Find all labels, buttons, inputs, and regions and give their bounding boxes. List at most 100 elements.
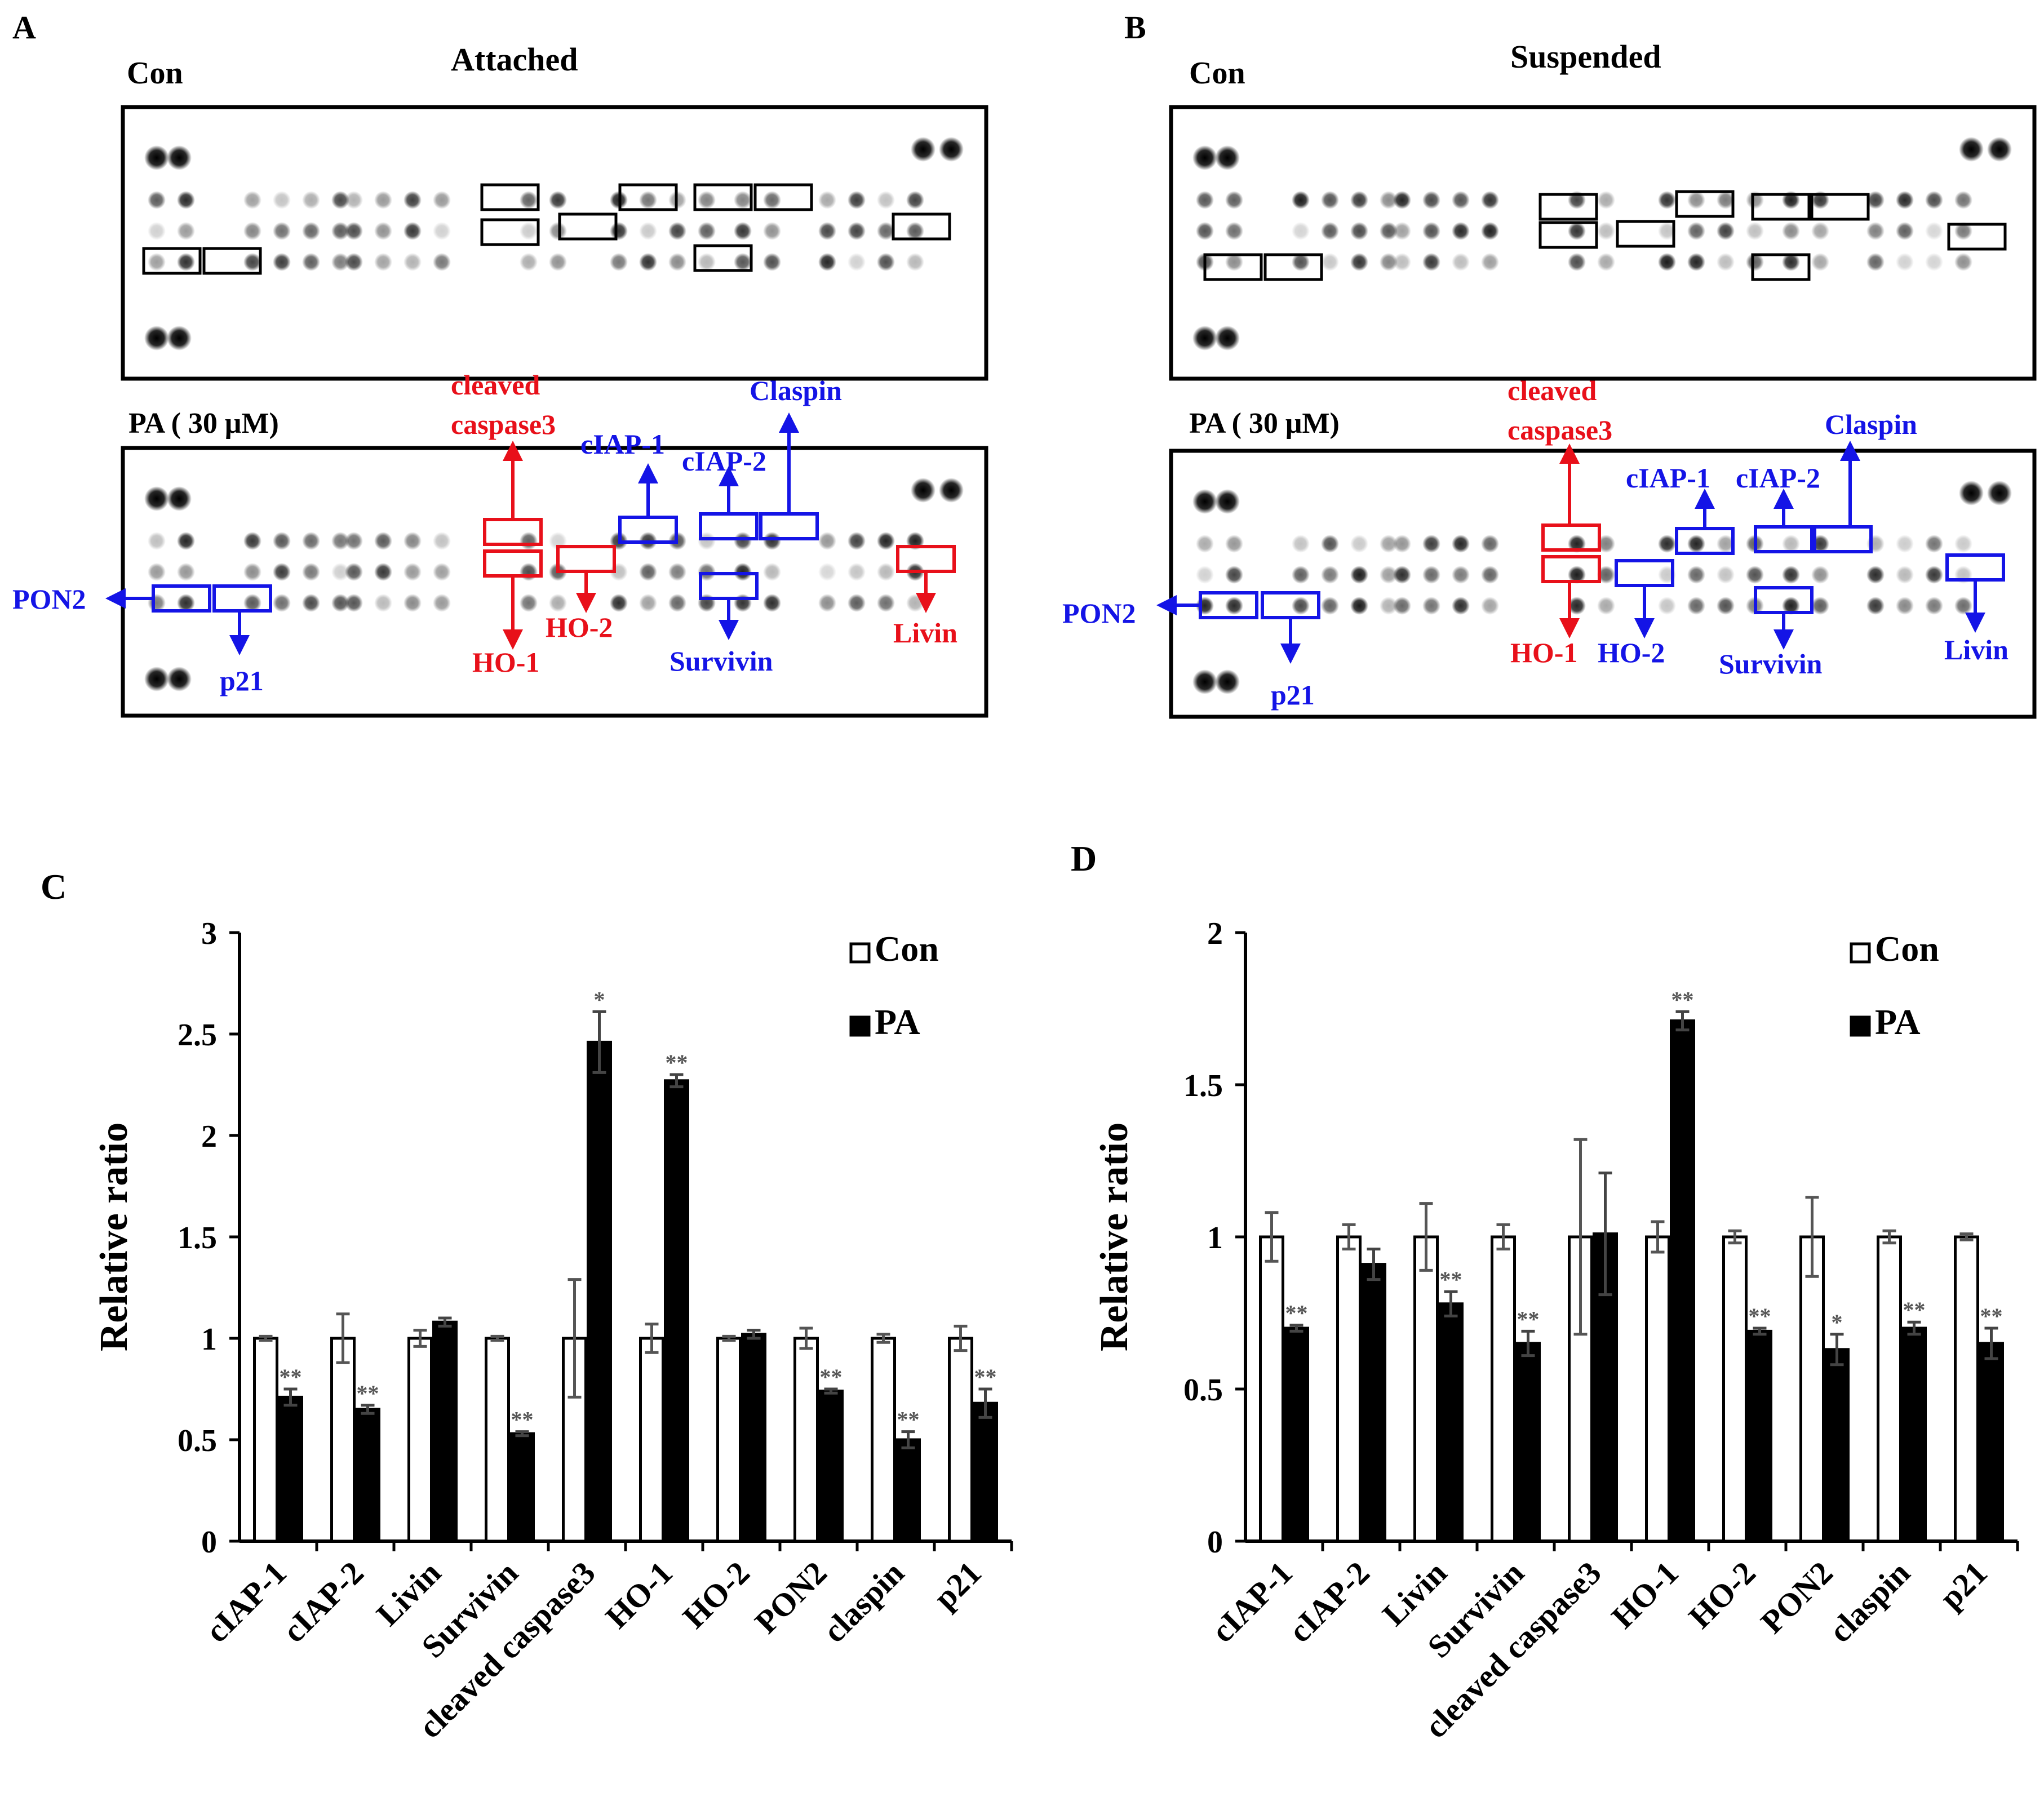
legend-label-con: Con	[1875, 929, 1939, 969]
array-spot	[1925, 191, 1943, 209]
array-spot	[906, 222, 924, 240]
array-spot	[818, 563, 836, 581]
x-tick-label: cIAP-2	[1282, 1554, 1377, 1649]
array-spot	[1687, 535, 1705, 553]
y-tick-label: 0.5	[178, 1423, 217, 1458]
array-spot	[1452, 222, 1470, 240]
array-spot	[243, 222, 261, 240]
array-spot	[374, 563, 392, 581]
panel-b-pa-dots	[1192, 481, 2012, 694]
panel-b-con-boxes	[1203, 190, 2007, 281]
bar-pa-4	[587, 1040, 612, 1543]
x-tick-label: cIAP-2	[276, 1554, 371, 1649]
significance-mark: **	[280, 1364, 302, 1390]
array-spot	[1597, 222, 1615, 240]
significance-mark: **	[1903, 1297, 1926, 1323]
bar-con-7	[1799, 1235, 1825, 1543]
array-spot	[520, 222, 538, 240]
array-spot	[374, 222, 392, 240]
panel-b-pa-label: PA ( 30 μM)	[1189, 407, 1340, 440]
bar-pa-7	[1824, 1348, 1850, 1543]
array-spot	[734, 222, 752, 240]
x-tick-label: HO-1	[1604, 1554, 1686, 1635]
panel-a-con-boxes	[142, 183, 951, 275]
reference-spot	[1192, 669, 1217, 694]
label-b-livin: Livin	[1944, 634, 2008, 665]
bar-pa-3	[1515, 1342, 1541, 1543]
array-spot	[1393, 535, 1411, 553]
label-a-pon2: PON2	[12, 583, 86, 615]
bar-pa-8	[895, 1438, 921, 1543]
array-spot	[148, 191, 166, 209]
legend-swatch-pa	[1850, 1015, 1871, 1037]
array-spot	[818, 594, 836, 612]
array-spot	[1350, 535, 1368, 553]
legend-label-pa: PA	[875, 1002, 920, 1042]
panel-a-labels: cleaved caspase3 cIAP-1 cIAP-2 Claspin P…	[12, 369, 957, 696]
panel-a-con-label: Con	[127, 56, 183, 91]
array-spot	[1568, 253, 1586, 271]
array-spot	[668, 563, 686, 581]
array-spot	[877, 594, 895, 612]
panel-b-labels: cleaved caspase3 cIAP-1 cIAP-2 Claspin P…	[1062, 375, 2008, 711]
array-spot	[848, 222, 866, 240]
array-spot	[1422, 535, 1440, 553]
array-spot	[1597, 535, 1615, 553]
panel-b: B Suspended Con PA ( 30 μM)	[1062, 9, 2037, 719]
array-spot	[1321, 191, 1339, 209]
significance-mark: **	[1517, 1306, 1540, 1332]
array-spot	[877, 532, 895, 550]
array-spot	[302, 253, 320, 271]
array-spot	[1866, 222, 1885, 240]
significance-mark: **	[1285, 1301, 1308, 1326]
array-spot	[1196, 222, 1214, 240]
reference-spot	[911, 137, 935, 162]
array-spot	[273, 222, 291, 240]
array-spot	[1687, 191, 1705, 209]
reference-spot	[167, 326, 192, 350]
array-spot	[1350, 597, 1368, 615]
reference-spot	[911, 478, 935, 503]
x-tick-label: claspin	[1822, 1554, 1917, 1649]
array-spot	[331, 532, 349, 550]
array-spot	[848, 253, 866, 271]
y-axis-label: Relative ratio	[1093, 1122, 1136, 1351]
array-spot	[433, 532, 451, 550]
y-tick-label: 1	[201, 1322, 217, 1357]
significance-mark: **	[897, 1407, 920, 1432]
array-spot	[404, 253, 422, 271]
bar-pa-6	[741, 1333, 766, 1543]
array-spot	[148, 563, 166, 581]
array-spot	[1321, 566, 1339, 584]
array-spot	[848, 563, 866, 581]
array-spot	[1782, 566, 1800, 584]
array-spot	[763, 253, 781, 271]
significance-mark: **	[1440, 1267, 1462, 1292]
array-spot	[549, 594, 567, 612]
array-spot	[668, 222, 686, 240]
label-b-ciap1: cIAP-1	[1626, 462, 1710, 494]
reference-spot	[144, 326, 169, 350]
y-tick-label: 3	[201, 916, 217, 951]
significance-mark: **	[511, 1407, 534, 1432]
array-spot	[1568, 566, 1586, 584]
array-spot	[1321, 253, 1339, 271]
x-tick-label: claspin	[816, 1554, 911, 1649]
array-spot	[404, 594, 422, 612]
bar-con-0	[1259, 1235, 1284, 1543]
bar-pa-7	[818, 1390, 844, 1543]
y-tick-label: 0.5	[1183, 1373, 1223, 1408]
reference-spot	[144, 486, 169, 511]
bar-con-0	[253, 1337, 278, 1543]
array-spot	[177, 191, 195, 209]
array-spot	[302, 532, 320, 550]
array-spot	[1481, 597, 1499, 615]
array-spot	[1481, 535, 1499, 553]
array-spot	[331, 563, 349, 581]
array-spot	[1452, 253, 1470, 271]
y-tick-label: 2.5	[178, 1018, 217, 1053]
array-spot	[1717, 222, 1735, 240]
array-spot	[243, 191, 261, 209]
y-tick-label: 2	[201, 1119, 217, 1154]
array-spot	[1746, 253, 1764, 271]
